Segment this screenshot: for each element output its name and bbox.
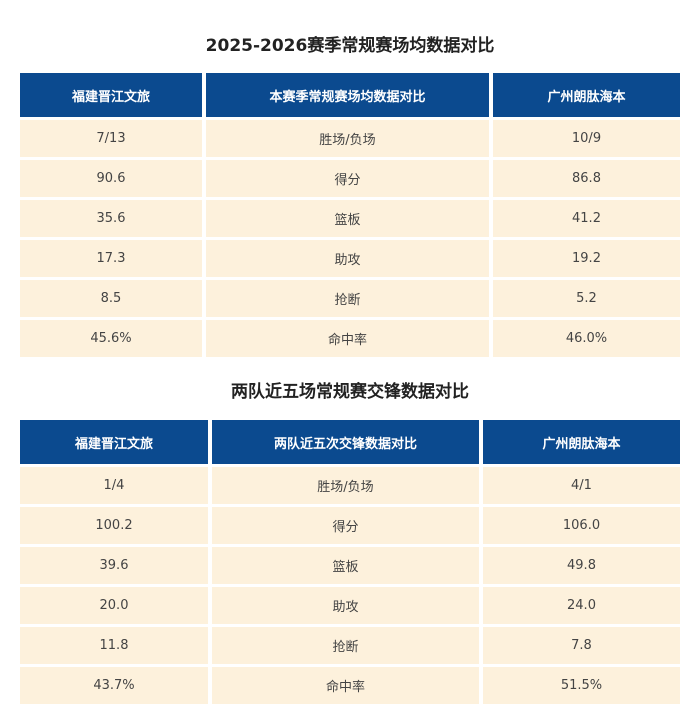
stat-label: 篮板 [212,547,479,584]
fujian-value: 90.6 [20,160,202,197]
guangzhou-value: 51.5% [483,667,680,704]
table-row: 20.0 助攻 24.0 [20,587,680,624]
guangzhou-value: 24.0 [483,587,680,624]
table-row: 100.2 得分 106.0 [20,507,680,544]
table-row: 90.6 得分 86.8 [20,160,680,197]
table-row: 35.6 篮板 41.2 [20,200,680,237]
fujian-value: 20.0 [20,587,208,624]
table-header-row: 福建晋江文旅 本赛季常规赛场均数据对比 广州朗肽海本 [20,73,680,117]
header-fujian-team: 福建晋江文旅 [20,73,202,117]
guangzhou-value: 49.8 [483,547,680,584]
guangzhou-value: 41.2 [493,200,680,237]
fujian-value: 8.5 [20,280,202,317]
header-guangzhou-team: 广州朗肽海本 [493,73,680,117]
season-comparison-title: 2025-2026赛季常规赛场均数据对比 [205,36,495,56]
table-row: 1/4 胜场/负场 4/1 [20,467,680,504]
header-stat-category: 两队近五次交锋数据对比 [212,420,479,464]
stat-label: 篮板 [206,200,489,237]
guangzhou-value: 7.8 [483,627,680,664]
header-stat-category: 本赛季常规赛场均数据对比 [206,73,489,117]
stat-label: 抢断 [212,627,479,664]
season-comparison-table: 福建晋江文旅 本赛季常规赛场均数据对比 广州朗肽海本 7/13 胜场/负场 10… [16,70,684,360]
stat-label: 助攻 [212,587,479,624]
fujian-value: 7/13 [20,120,202,157]
guangzhou-value: 10/9 [493,120,680,157]
fujian-value: 17.3 [20,240,202,277]
stat-label: 胜场/负场 [212,467,479,504]
stat-label: 得分 [206,160,489,197]
guangzhou-value: 86.8 [493,160,680,197]
head-to-head-table: 福建晋江文旅 两队近五次交锋数据对比 广州朗肽海本 1/4 胜场/负场 4/1 … [16,417,684,707]
fujian-value: 100.2 [20,507,208,544]
stat-label: 胜场/负场 [206,120,489,157]
fujian-value: 39.6 [20,547,208,584]
fujian-value: 11.8 [20,627,208,664]
header-guangzhou-team: 广州朗肽海本 [483,420,680,464]
guangzhou-value: 19.2 [493,240,680,277]
stat-label: 抢断 [206,280,489,317]
fujian-value: 43.7% [20,667,208,704]
guangzhou-value: 46.0% [493,320,680,357]
table-row: 45.6% 命中率 46.0% [20,320,680,357]
stat-label: 命中率 [212,667,479,704]
table-row: 43.7% 命中率 51.5% [20,667,680,704]
stat-label: 命中率 [206,320,489,357]
guangzhou-value: 5.2 [493,280,680,317]
guangzhou-value: 4/1 [483,467,680,504]
fujian-value: 35.6 [20,200,202,237]
fujian-value: 1/4 [20,467,208,504]
fujian-value: 45.6% [20,320,202,357]
table-header-row: 福建晋江文旅 两队近五次交锋数据对比 广州朗肽海本 [20,420,680,464]
table-row: 7/13 胜场/负场 10/9 [20,120,680,157]
stat-label: 助攻 [206,240,489,277]
stat-label: 得分 [212,507,479,544]
header-fujian-team: 福建晋江文旅 [20,420,208,464]
table-row: 8.5 抢断 5.2 [20,280,680,317]
table-row: 39.6 篮板 49.8 [20,547,680,584]
head-to-head-title: 两队近五场常规赛交锋数据对比 [231,382,469,402]
table-row: 11.8 抢断 7.8 [20,627,680,664]
guangzhou-value: 106.0 [483,507,680,544]
table-row: 17.3 助攻 19.2 [20,240,680,277]
